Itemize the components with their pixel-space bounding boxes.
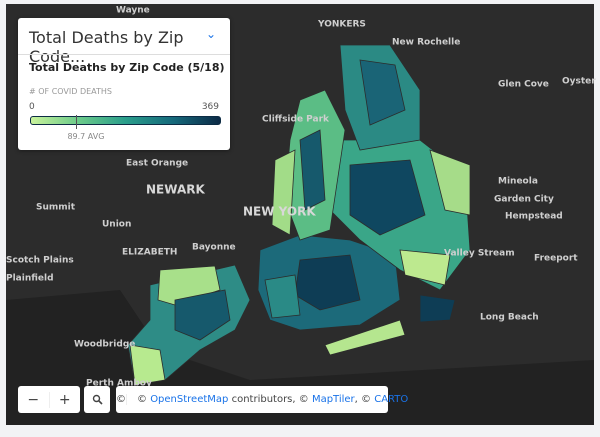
place-label: Wayne — [116, 6, 150, 16]
place-label: Scotch Plains — [6, 256, 74, 266]
place-label: Garden City — [494, 195, 554, 205]
legend-card: Total Deaths by Zip Code... ⌄ Total Deat… — [18, 18, 230, 150]
zoom-controls: − + — [18, 386, 80, 413]
legend-title: Total Deaths by Zip Code... — [29, 28, 184, 66]
attr-link[interactable]: CARTO — [374, 394, 409, 405]
place-label: Oyster — [562, 77, 596, 87]
legend-min: 0 — [29, 102, 35, 112]
place-label: Cliffside Park — [262, 115, 330, 125]
legend-measure: # OF COVID DEATHS — [29, 87, 113, 96]
place-label: NEWARK — [146, 183, 205, 197]
place-label: Bayonne — [192, 243, 236, 253]
place-label: East Orange — [126, 159, 188, 169]
attr-text: , © — [354, 394, 372, 405]
place-label: Union — [102, 220, 131, 230]
place-label: YONKERS — [317, 20, 366, 30]
place-label: Summit — [36, 203, 76, 213]
attribution-text: © OpenStreetMap contributors, © MapTiler… — [127, 394, 408, 405]
zoom-in[interactable]: + — [48, 391, 81, 408]
place-label: Freeport — [534, 254, 578, 264]
place-label: Glen Cove — [498, 80, 549, 90]
avg-label: 89.7 AVG — [67, 132, 105, 141]
place-label: New Rochelle — [392, 38, 460, 48]
place-label: Perth Amboy — [86, 379, 152, 389]
place-label: Long Beach — [480, 313, 539, 323]
info-button[interactable]: © — [116, 394, 127, 405]
place-label: NEW YORK — [243, 205, 316, 219]
place-label: Valley Stream — [444, 249, 515, 259]
attr-link[interactable]: MapTiler — [311, 394, 355, 405]
search-icon — [92, 394, 103, 405]
place-label: Plainfield — [6, 274, 54, 284]
divider — [18, 54, 230, 55]
dropdown-chevron[interactable]: ⌄ — [206, 27, 217, 41]
legend-subtitle: Total Deaths by Zip Code (5/18) — [29, 61, 225, 74]
zip-areas — [127, 44, 471, 386]
place-label: Mineola — [498, 177, 538, 187]
color-ramp — [30, 116, 221, 125]
place-label: Hempstead — [505, 212, 563, 222]
attr-text: contributors, © — [231, 394, 309, 405]
legend-max: 369 — [201, 102, 219, 112]
attr-text: © — [137, 394, 147, 405]
place-label: Woodbridge — [74, 340, 135, 350]
avg-marker — [75, 115, 77, 129]
search-button[interactable] — [84, 386, 110, 413]
attribution: © © OpenStreetMap contributors, © MapTil… — [116, 386, 408, 413]
place-label: ELIZABETH — [122, 248, 177, 258]
attr-link[interactable]: OpenStreetMap — [150, 394, 229, 405]
zoom-out[interactable]: − — [27, 391, 40, 408]
